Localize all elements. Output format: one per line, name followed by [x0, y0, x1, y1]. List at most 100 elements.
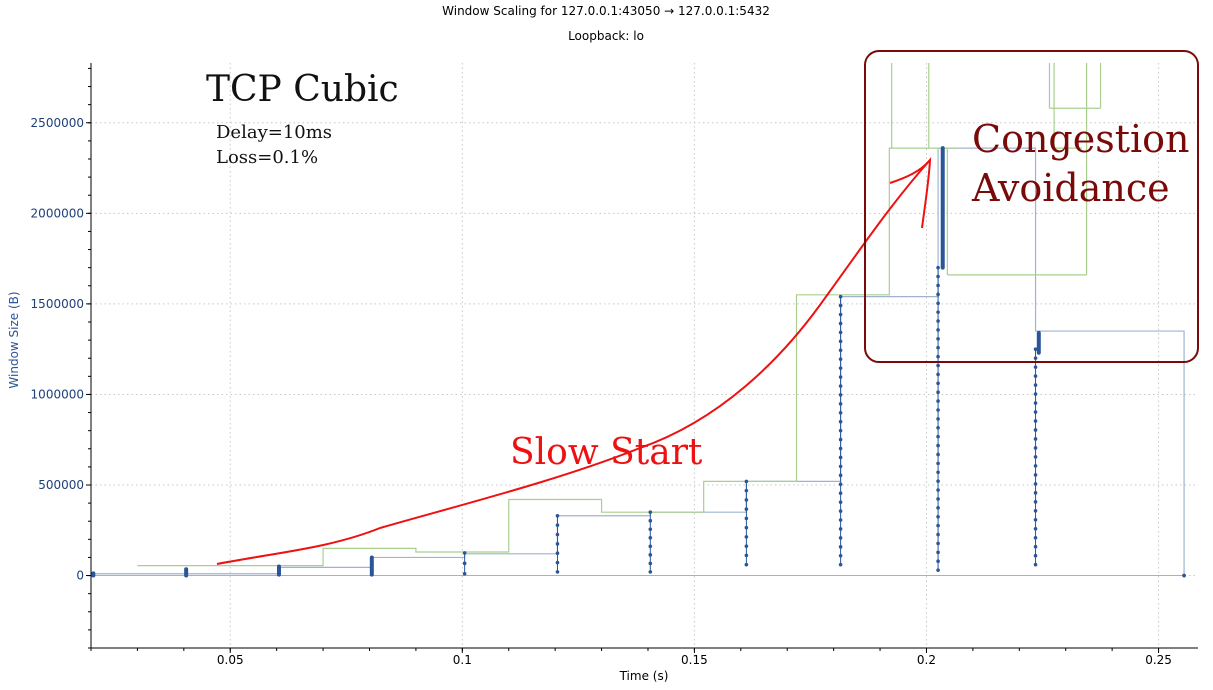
segment-point	[936, 497, 940, 501]
segment-point	[936, 319, 940, 323]
segment-point	[648, 527, 653, 532]
axes: 0.05 0.1 0.15 0.2 0.25 0 500000 1000000 1500000 2…	[31, 63, 1198, 667]
segment-point	[1033, 562, 1038, 567]
x-tick-label: 0.1	[453, 653, 472, 667]
segment-point	[838, 419, 843, 424]
segment-point	[936, 514, 940, 519]
segment-point	[838, 536, 843, 540]
segment-point	[936, 568, 940, 572]
segment-point	[936, 274, 940, 279]
segment-point	[838, 303, 843, 308]
x-tick-label: 0.25	[1145, 653, 1172, 667]
annotations: TCP Cubic Delay=10ms Loss=0.1% Slow Star…	[206, 50, 1199, 565]
segment-point	[1033, 419, 1038, 423]
segment-point	[838, 339, 843, 344]
segment-point	[1033, 500, 1038, 504]
segment-point	[936, 434, 940, 439]
congestion-label: Congestion	[972, 117, 1190, 161]
segment-point	[1182, 573, 1186, 578]
segment-point	[1033, 410, 1038, 414]
segment-point	[936, 425, 940, 430]
segment-point	[936, 470, 940, 475]
segment-point	[1033, 392, 1038, 396]
x-tick-label: 0.2	[917, 653, 936, 667]
segment-point	[1033, 383, 1038, 387]
segment-point	[936, 532, 940, 537]
y-tick-label: 500000	[38, 478, 84, 492]
segment-point	[838, 384, 843, 388]
segment-point	[648, 518, 653, 523]
segment-point	[744, 525, 749, 530]
x-tick-label: 0.05	[217, 653, 244, 667]
y-tick-label: 2000000	[31, 206, 84, 220]
segment-point	[1033, 544, 1038, 549]
segment-point	[1033, 464, 1038, 468]
segment-point	[936, 443, 940, 448]
segment-point	[838, 473, 843, 478]
chart-title: Window Scaling for 127.0.0.1:43050 → 127…	[442, 4, 770, 18]
delay-label: Delay=10ms	[216, 122, 332, 143]
segment-point	[838, 348, 843, 353]
segment-point	[838, 464, 843, 469]
segment-point	[744, 535, 749, 539]
segment-point	[555, 523, 560, 527]
segment-point	[838, 321, 843, 326]
segment-point	[936, 523, 940, 528]
segment-point	[648, 561, 653, 566]
y-tick-label: 0	[76, 569, 84, 583]
segment-point	[936, 408, 940, 412]
segment-point	[555, 570, 560, 574]
segment-point	[936, 488, 940, 492]
segment-point	[1033, 482, 1038, 486]
arrow-head	[889, 157, 932, 229]
segment-point	[648, 510, 653, 514]
algorithm-label: TCP Cubic	[206, 69, 399, 110]
segment-point	[1033, 455, 1038, 459]
segment-point	[936, 301, 940, 306]
segment-point	[648, 544, 653, 549]
y-tick-label: 1500000	[31, 297, 84, 311]
segment-point	[838, 446, 843, 451]
segment-point	[838, 545, 843, 549]
segment-point	[936, 390, 940, 395]
segment-point	[1033, 473, 1038, 477]
segment-point	[838, 312, 843, 317]
segment-point	[936, 550, 940, 555]
segment-point	[838, 455, 843, 460]
segment-point	[1033, 437, 1038, 441]
segment-point	[936, 479, 940, 483]
segment-point	[936, 283, 940, 288]
segment-point	[838, 518, 843, 522]
segment-point	[838, 428, 843, 433]
segment-point	[838, 527, 843, 531]
throughput-step-line	[137, 147, 957, 567]
segment-point	[462, 571, 467, 576]
segment-point	[936, 354, 940, 359]
segment-point	[936, 372, 940, 377]
segment-point	[838, 393, 843, 397]
segment-point	[838, 491, 843, 496]
segment-point	[744, 516, 749, 521]
segment-point	[936, 265, 940, 270]
segment-point	[838, 509, 843, 513]
segment-point	[838, 437, 843, 442]
segment-point	[838, 500, 843, 504]
loss-label: Loss=0.1%	[216, 147, 318, 168]
segment-point	[936, 345, 940, 350]
segment-point	[936, 328, 940, 332]
segment-point	[1033, 401, 1038, 405]
segment-point	[1033, 526, 1038, 531]
avoidance-label: Avoidance	[971, 166, 1170, 210]
segment-point	[744, 479, 749, 484]
segment-point	[936, 452, 940, 457]
segment-point	[838, 366, 843, 370]
segment-point	[648, 553, 653, 557]
x-axis-label: Time (s)	[619, 669, 669, 683]
segment-point	[555, 532, 560, 537]
segment-point	[1033, 553, 1038, 558]
segment-point	[838, 562, 843, 567]
segment-point	[936, 461, 940, 466]
segment-point	[1033, 535, 1038, 540]
x-tick-label: 0.15	[681, 653, 708, 667]
